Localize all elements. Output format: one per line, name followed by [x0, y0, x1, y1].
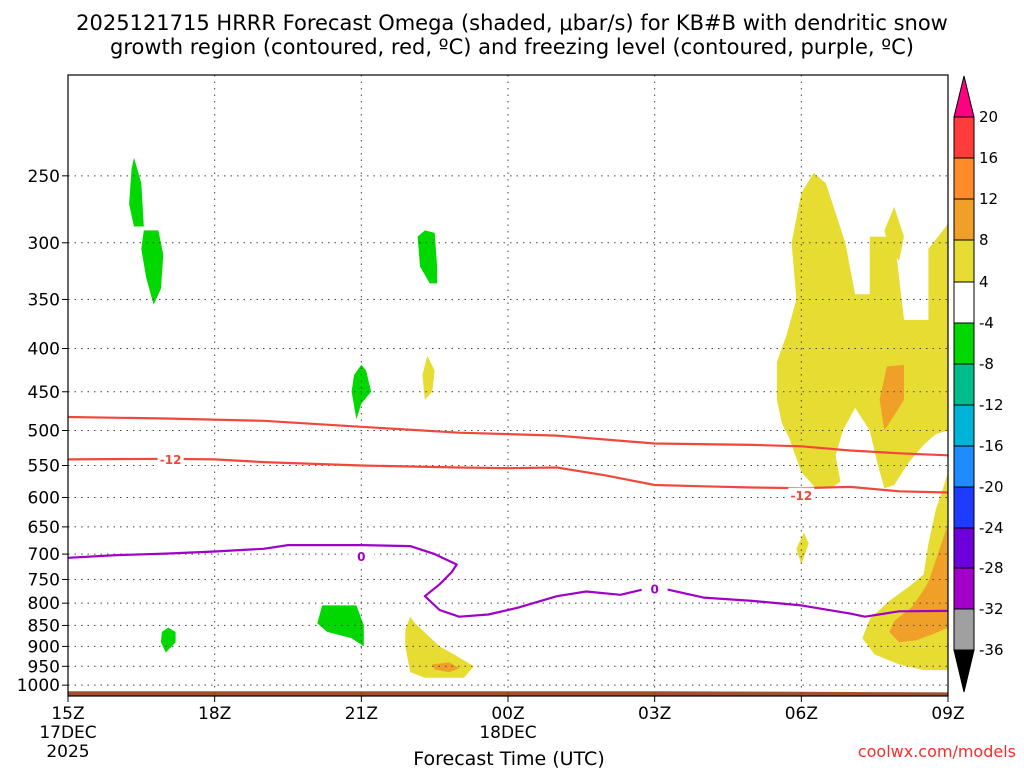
x-tick-label-0: 15Z — [51, 704, 84, 724]
title-line-1: 2025121715 HRRR Forecast Omega (shaded, … — [76, 11, 948, 35]
omega-region-ascent-320 — [141, 230, 164, 305]
omega-region-descent-top-right — [884, 206, 904, 261]
colorbar-swatch-10 — [953, 527, 975, 569]
contour-freezing-label-1: 0 — [650, 583, 658, 597]
y-tick-label-800: 800 — [28, 594, 60, 614]
colorbar-label-1: 16 — [979, 149, 998, 167]
y-tick-label-300: 300 — [28, 234, 60, 254]
omega-region-descent-940-core — [432, 662, 460, 673]
colorbar-label-4: 4 — [979, 273, 989, 291]
y-tick-label-1000: 1000 — [17, 676, 60, 696]
pressure-axis: 2503003504004505005506006507007508008509… — [17, 167, 68, 696]
colorbar-swatch-top — [953, 75, 975, 118]
omega-region-descent-lower-right-core — [889, 524, 948, 643]
y-tick-label-400: 400 — [28, 340, 60, 360]
colorbar-label-13: -36 — [979, 641, 1004, 659]
omega-region-ascent-300-right — [417, 230, 438, 284]
contour-freezing-label-bg-0 — [348, 548, 375, 564]
colorbar-label-10: -24 — [979, 519, 1004, 537]
contour-minus-12-label-1: -12 — [790, 489, 812, 503]
omega-region-descent-450-core — [879, 364, 904, 431]
y-tick-label-750: 750 — [28, 570, 60, 590]
contour-minus-17-line — [67, 415, 949, 457]
colorbar-swatch-6 — [953, 363, 975, 406]
x-tick-label-18: 09Z — [931, 704, 964, 724]
contour-minus-12-line — [67, 457, 949, 494]
x-tick-label-9: 00Z — [491, 704, 524, 724]
chart-title: 2025121715 HRRR Forecast Omega (shaded, … — [76, 11, 948, 59]
contour-minus-12-label-0: -12 — [160, 453, 182, 467]
y-tick-label-250: 250 — [28, 167, 60, 187]
omega-region-descent-430 — [422, 355, 435, 400]
omega-region-descent-920 — [405, 616, 474, 678]
x-tick-sublabel-0-0: 17DEC — [39, 723, 96, 743]
x-tick-label-15: 06Z — [785, 704, 818, 724]
colorbar-swatch-7 — [953, 404, 975, 447]
colorbar-label-6: -8 — [979, 355, 994, 373]
y-tick-label-450: 450 — [28, 383, 60, 403]
colorbar-label-7: -12 — [979, 396, 1004, 414]
colorbar-swatch-5 — [953, 322, 975, 365]
colorbar-swatch-3 — [953, 239, 975, 283]
colorbar-label-8: -16 — [979, 437, 1004, 455]
contour-minus-12-label-bg-0 — [157, 451, 184, 467]
y-tick-label-650: 650 — [28, 518, 60, 538]
y-tick-label-950: 950 — [28, 657, 60, 677]
colorbar-label-3: 8 — [979, 231, 989, 249]
y-tick-label-550: 550 — [28, 456, 60, 476]
omega-region-ascent-860 — [317, 605, 364, 647]
title-line-2: growth region (contoured, red, ºC) and f… — [110, 35, 914, 59]
omega-region-ascent-250 — [129, 157, 144, 227]
colorbar-label-2: 12 — [979, 190, 998, 208]
x-tick-label-12: 03Z — [638, 704, 671, 724]
temperature-contours: -12 -12 0 0 — [67, 415, 949, 618]
contour-freezing-label-0: 0 — [357, 550, 365, 564]
y-tick-label-350: 350 — [28, 290, 60, 310]
x-axis-title: Forecast Time (UTC) — [413, 748, 604, 768]
contour-minus-12-label-bg-1 — [788, 487, 815, 503]
colorbar-label-11: -28 — [979, 559, 1004, 577]
colorbar-swatch-bottom — [953, 649, 975, 693]
colorbar-label-5: -4 — [979, 314, 994, 332]
x-tick-label-3: 18Z — [198, 704, 231, 724]
colorbar-label-9: -20 — [979, 478, 1004, 496]
colorbar-swatch-2 — [953, 198, 975, 241]
y-tick-label-600: 600 — [28, 488, 60, 508]
x-tick-sublabel-0-1: 2025 — [46, 742, 89, 762]
colorbar-swatch-12 — [953, 608, 975, 651]
omega-region-ascent-900-left — [160, 627, 176, 653]
omega-region-descent-main — [776, 172, 948, 489]
omega-shading — [129, 157, 948, 678]
x-tick-label-6: 21Z — [345, 704, 378, 724]
y-tick-label-850: 850 — [28, 616, 60, 636]
colorbar-swatch-11 — [953, 567, 975, 610]
colorbar: 20 16 12 8 4 -4 -8 -12 -16 -20 -24 -28 -32 -36 — [953, 75, 1004, 693]
colorbar-swatch-1 — [953, 157, 975, 200]
x-tick-sublabel-9-0: 18DEC — [479, 723, 536, 743]
colorbar-swatch-8 — [953, 445, 975, 488]
colorbar-label-12: -32 — [979, 600, 1004, 618]
credit-text: coolwx.com/models — [858, 742, 1016, 761]
y-tick-label-900: 900 — [28, 637, 60, 657]
colorbar-label-0: 20 — [979, 108, 998, 126]
colorbar-swatch-4 — [953, 281, 975, 324]
omega-region-descent-680 — [796, 532, 809, 565]
contour-freezing-line — [67, 543, 949, 618]
colorbar-swatch-9 — [953, 486, 975, 529]
y-tick-label-500: 500 — [28, 421, 60, 441]
colorbar-swatch-0 — [953, 116, 975, 159]
contour-freezing-label-bg-1 — [641, 581, 668, 597]
y-tick-label-700: 700 — [28, 545, 60, 565]
